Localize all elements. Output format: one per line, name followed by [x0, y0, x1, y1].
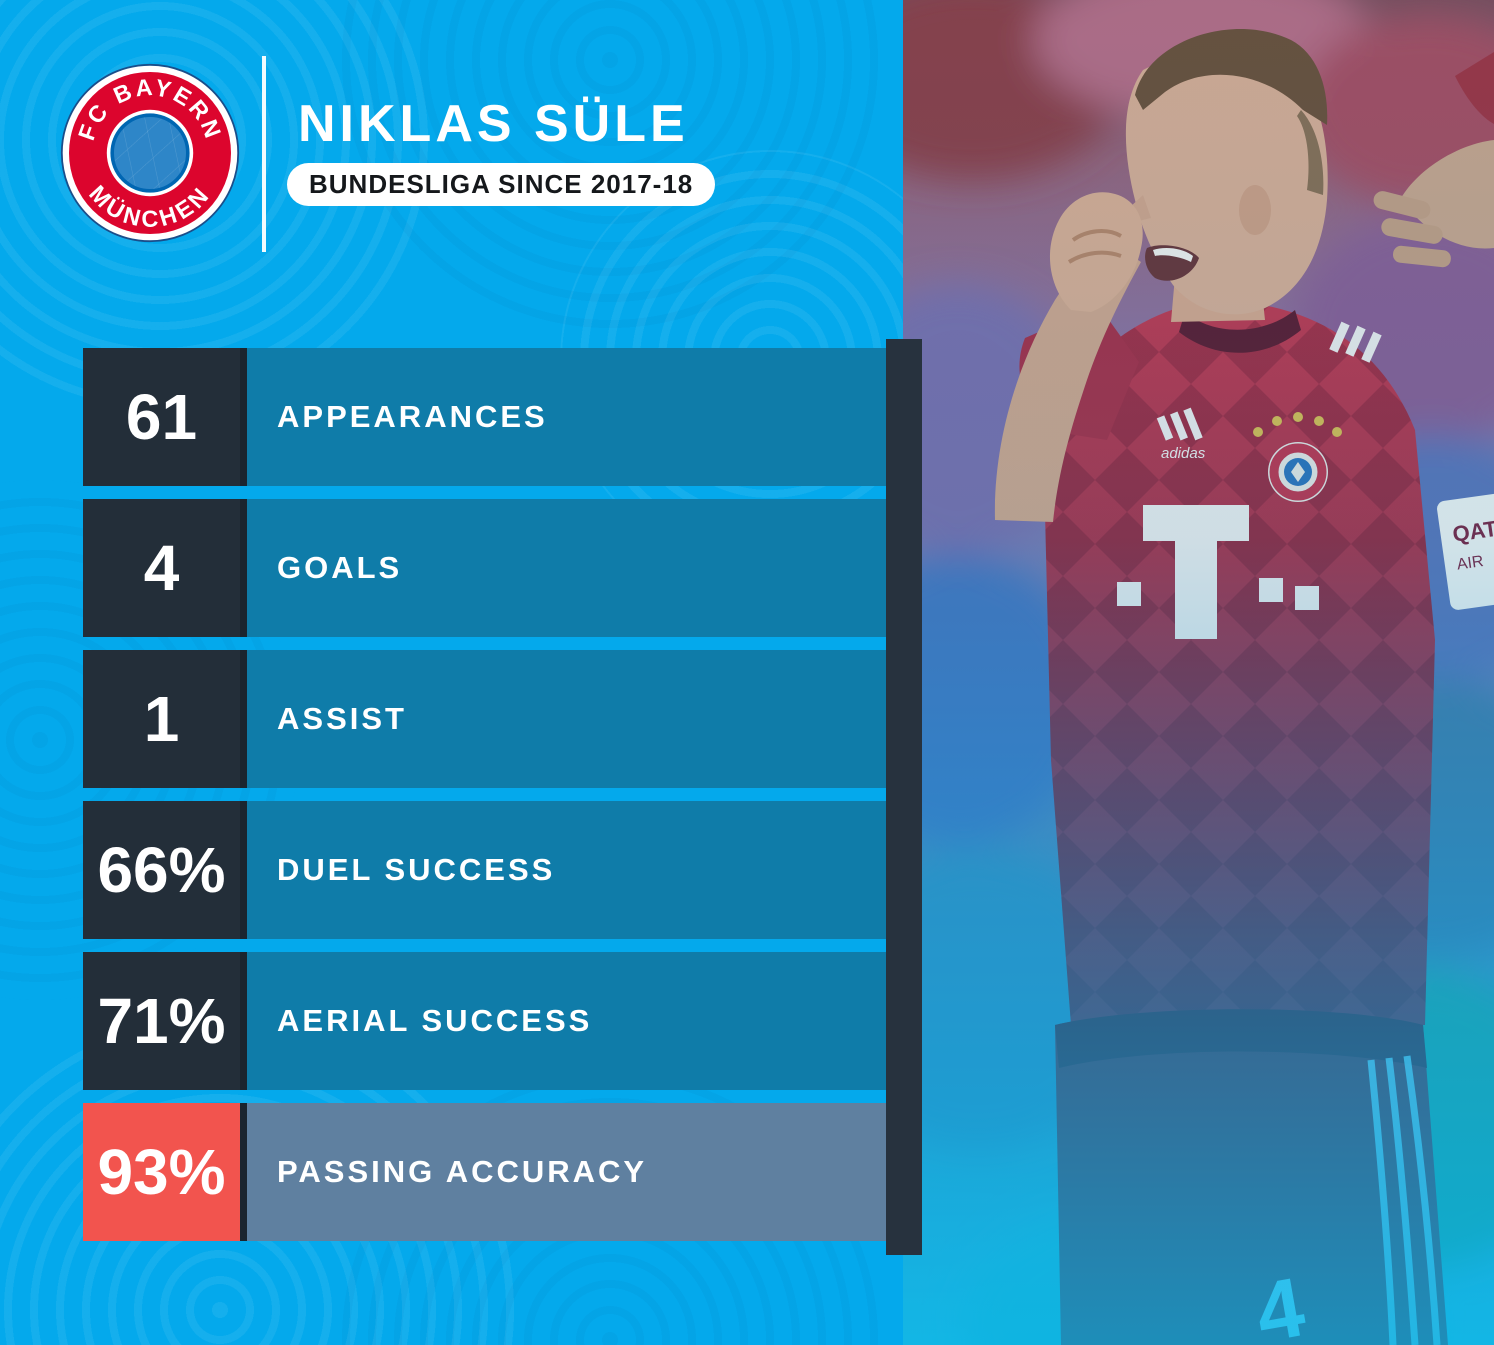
stat-row-appearances: 61 APPEARANCES: [83, 348, 886, 486]
stat-value: 66%: [83, 801, 240, 939]
stats-panel: 61 APPEARANCES 4 GOALS 1 ASSIST 66% DUEL…: [83, 348, 886, 1241]
stat-separator: [240, 348, 247, 486]
player-photo: adidas QAT AIR 4: [903, 0, 1494, 1345]
stat-row-duel-success: 66% DUEL SUCCESS: [83, 801, 886, 939]
stat-separator: [240, 952, 247, 1090]
stat-value: 4: [83, 499, 240, 637]
stat-separator: [240, 650, 247, 788]
player-photo-art: adidas QAT AIR 4: [903, 0, 1494, 1345]
page-title: NIKLAS SÜLE: [298, 95, 689, 153]
cyan-tint-overlay: [903, 0, 1494, 1345]
stat-label: AERIAL SUCCESS: [247, 952, 886, 1090]
crest-lozenge-core: [110, 113, 190, 193]
stat-row-aerial-success: 71% AERIAL SUCCESS: [83, 952, 886, 1090]
stat-label: ASSIST: [247, 650, 886, 788]
stat-row-assist: 1 ASSIST: [83, 650, 886, 788]
stat-value: 61: [83, 348, 240, 486]
stat-separator: [240, 1103, 247, 1241]
club-crest: FC BAYERN MÜNCHEN: [60, 63, 240, 243]
stat-separator: [240, 801, 247, 939]
stat-label: PASSING ACCURACY: [247, 1103, 886, 1241]
subtitle-text: BUNDESLIGA SINCE 2017-18: [309, 169, 694, 199]
stat-separator: [240, 499, 247, 637]
stat-row-goals: 4 GOALS: [83, 499, 886, 637]
stat-value-highlight: 93%: [83, 1103, 240, 1241]
stat-label: APPEARANCES: [247, 348, 886, 486]
subtitle-badge: BUNDESLIGA SINCE 2017-18: [287, 163, 716, 206]
stats-backdrop-strip: [886, 339, 922, 1255]
stat-label: DUEL SUCCESS: [247, 801, 886, 939]
header-divider: [262, 56, 266, 252]
stat-label: GOALS: [247, 499, 886, 637]
stat-row-passing-accuracy: 93% PASSING ACCURACY: [83, 1103, 886, 1241]
stat-value: 1: [83, 650, 240, 788]
stat-value: 71%: [83, 952, 240, 1090]
